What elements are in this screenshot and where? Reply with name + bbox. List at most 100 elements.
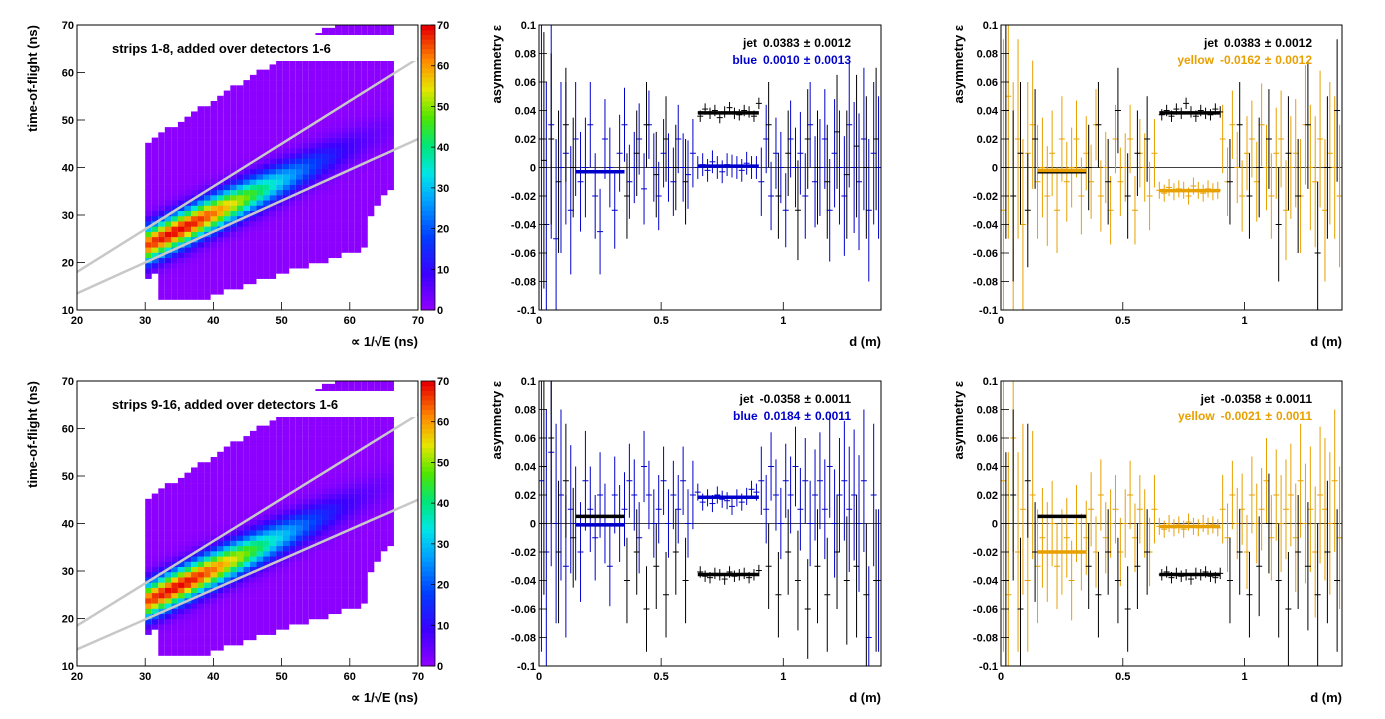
colorbar-segment [421, 153, 435, 159]
heatmap-cell [367, 498, 375, 505]
heatmap-cell [171, 535, 178, 541]
heatmap-cell [236, 106, 244, 112]
heatmap-cell [236, 116, 244, 123]
heatmap-cell [328, 195, 336, 201]
heatmap-cell [302, 137, 309, 144]
heatmap-cell [367, 446, 375, 453]
heatmap-cell [145, 226, 152, 232]
heatmap-cell [223, 90, 231, 97]
colorbar-segment [421, 300, 435, 306]
heatmap-cell [315, 85, 322, 91]
heatmap-cell [158, 603, 165, 609]
heatmap-cell [354, 90, 362, 97]
heatmap-cell [191, 247, 198, 253]
legend-value: 0.0383 [763, 36, 800, 50]
heatmap-cell [171, 582, 178, 588]
heatmap-cell [295, 101, 303, 107]
heatmap-cell [256, 236, 264, 243]
colorbar-segment [421, 96, 435, 102]
heatmap-cell [276, 556, 283, 562]
heatmap-cell [335, 477, 342, 484]
heatmap-cell [335, 205, 342, 211]
heatmap-cell [249, 629, 257, 635]
heatmap-cell [374, 493, 381, 500]
heatmap-cell [380, 498, 388, 505]
heatmap-cell [315, 467, 322, 473]
heatmap-cell [269, 142, 277, 149]
heatmap-cell [367, 425, 375, 432]
colorbar-segment [421, 286, 435, 292]
heatmap-cell [302, 132, 309, 138]
heatmap-cell [321, 210, 329, 217]
heatmap-cell [348, 383, 355, 390]
heatmap-cell [158, 158, 165, 164]
heatmap-cell [341, 95, 349, 102]
heatmap-cell [308, 148, 316, 154]
heatmap-cell [289, 189, 296, 196]
heatmap-cell [335, 603, 342, 609]
heatmap-cell [204, 629, 211, 635]
colorbar-segment [421, 599, 435, 605]
heatmap-cell [361, 415, 368, 421]
heatmap-cell [295, 504, 303, 510]
colorbar-tick-label: 10 [437, 620, 449, 632]
heatmap-cell [315, 179, 322, 185]
heatmap-cell [328, 498, 336, 505]
heatmap-cell [335, 519, 342, 526]
heatmap-cell [328, 121, 336, 128]
heatmap-cell [328, 415, 336, 421]
heatmap-cell [348, 483, 355, 489]
heatmap-cell [249, 472, 257, 479]
heatmap-cell [151, 215, 159, 222]
heatmap-cell [321, 106, 329, 112]
heatmap-cell [204, 545, 211, 552]
y-tick-label: 0.04 [977, 106, 999, 118]
heatmap-cell [151, 624, 159, 630]
heatmap-cell [197, 294, 205, 300]
heatmap-cell [236, 262, 244, 269]
heatmap-cell [328, 472, 336, 479]
heatmap-cell [276, 504, 283, 510]
heatmap-cell [348, 592, 355, 599]
heatmap-cell [197, 289, 205, 295]
heatmap-cell [295, 488, 303, 494]
heatmap-cell [191, 608, 198, 615]
y-tick-label: 0.06 [977, 77, 998, 89]
heatmap-cell [158, 242, 165, 248]
y-tick-label: 50 [62, 471, 74, 483]
heatmap-cell [361, 566, 368, 573]
x-tick-label: 70 [412, 671, 424, 683]
heatmap-cell [171, 639, 178, 646]
heatmap-cell [145, 545, 152, 552]
heatmap-cell [374, 85, 381, 91]
heatmap-cell [158, 587, 165, 594]
heatmap-cell [348, 27, 355, 34]
heatmap-cell [328, 127, 336, 133]
heatmap-cell [302, 179, 309, 185]
heatmap-cell [380, 85, 388, 91]
heatmap-cell [249, 430, 257, 437]
heatmap-cell [308, 153, 316, 159]
colorbar-segment [421, 385, 435, 391]
heatmap-cell [177, 168, 185, 175]
heatmap-cell [361, 142, 368, 149]
y-tick-label: -0.08 [973, 633, 998, 645]
heatmap-cell [308, 472, 316, 479]
heatmap-cell [328, 514, 336, 520]
heatmap-cell [354, 545, 362, 552]
heatmap-cell [374, 524, 381, 531]
heatmap-cell [335, 451, 342, 458]
heatmap-cell [335, 179, 342, 185]
heatmap-cell [289, 59, 296, 65]
heatmap-cell [164, 127, 172, 133]
heatmap-cell [171, 252, 178, 259]
heatmap-cell [276, 592, 283, 599]
heatmap-cell [328, 163, 336, 170]
heatmap-cell [230, 613, 237, 620]
heatmap-cell [335, 195, 342, 201]
heatmap-cell [151, 262, 159, 269]
heatmap-cell [341, 226, 349, 232]
heatmap-cell [263, 189, 270, 196]
heatmap-cell [230, 530, 237, 536]
heatmap-cell [256, 545, 264, 552]
